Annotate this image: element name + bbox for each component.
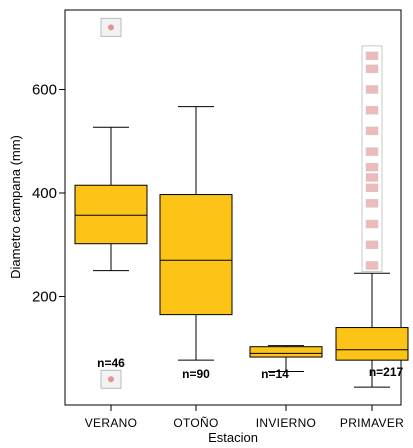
outlier-point xyxy=(365,199,379,208)
outlier-point xyxy=(365,105,379,115)
boxes-group xyxy=(74,17,409,389)
n-label: n=217 xyxy=(369,365,404,379)
x-axis: VERANO OTOÑO INVIERNO PRIMAVER xyxy=(85,405,404,430)
outlier-point xyxy=(365,64,379,74)
x-axis-title: Estacion xyxy=(208,430,258,445)
outlier-point xyxy=(365,219,379,229)
y-axis: 200 400 600 xyxy=(32,82,65,306)
outlier-dot xyxy=(108,24,114,31)
n-labels-group: n=46 n=90 n=14 n=217 xyxy=(97,356,403,381)
x-tick-label: INVIERNO xyxy=(256,416,316,430)
outlier-point xyxy=(365,147,379,156)
outlier-dot xyxy=(108,376,114,383)
iqr-box xyxy=(74,184,148,245)
iqr-box xyxy=(159,194,233,316)
x-tick-label: VERANO xyxy=(85,416,137,430)
outlier-point xyxy=(365,240,379,249)
y-tick-label: 400 xyxy=(32,185,57,202)
y-tick-label: 200 xyxy=(32,289,57,306)
box-primaver xyxy=(335,45,409,388)
box-invierno xyxy=(249,345,323,373)
box-otoño xyxy=(159,106,233,361)
y-axis-title: Diametro campana (mm) xyxy=(8,135,23,279)
outlier-point xyxy=(365,183,379,193)
x-tick-label: PRIMAVER xyxy=(340,416,404,430)
n-label: n=14 xyxy=(261,367,289,381)
outlier-cluster-frame xyxy=(361,45,383,272)
outlier-point xyxy=(365,162,379,172)
outlier-point xyxy=(365,126,379,136)
y-tick-label: 600 xyxy=(32,82,57,99)
outlier-point xyxy=(365,51,379,61)
n-label: n=90 xyxy=(182,367,210,381)
box-verano xyxy=(74,17,148,389)
x-tick-label: OTOÑO xyxy=(173,416,218,430)
iqr-box xyxy=(249,346,323,358)
n-label: n=46 xyxy=(97,356,125,370)
iqr-box xyxy=(335,327,409,361)
outlier-point xyxy=(365,173,379,182)
outlier-point xyxy=(365,85,379,94)
outlier-point xyxy=(365,261,379,270)
